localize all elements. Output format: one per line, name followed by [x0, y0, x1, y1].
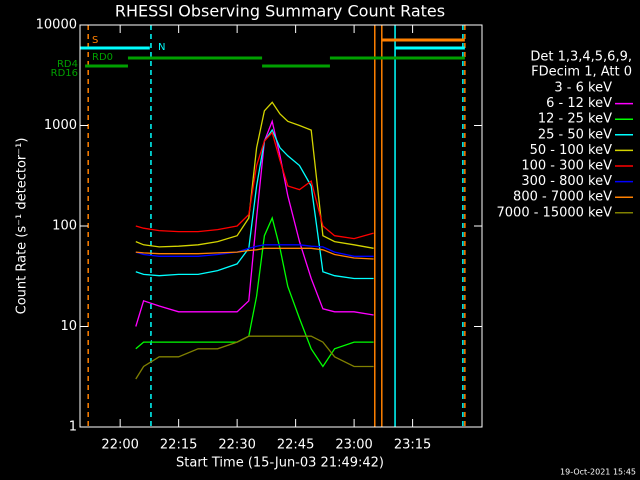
x-axis-label: Start Time (15-Jun-03 21:49:42)	[176, 456, 384, 471]
flag-label: S	[92, 35, 98, 46]
legend-label: 3 - 6 keV	[554, 81, 612, 96]
series-line	[135, 335, 374, 380]
y-tick-label: 1	[69, 420, 77, 435]
legend-label: 100 - 300 keV	[521, 159, 612, 174]
legend-header: Det 1,3,4,5,6,9,	[530, 50, 632, 65]
legend-label: 7000 - 15000 keV	[497, 205, 613, 220]
series-line	[135, 244, 374, 257]
legend-label: 800 - 7000 keV	[513, 190, 612, 205]
legend-header: FDecim 1, Att 0	[531, 65, 632, 80]
x-tick-label: 22:30	[218, 438, 255, 453]
x-tick-label: 22:00	[101, 438, 138, 453]
series-line	[135, 131, 374, 240]
x-tick-label: 23:15	[394, 438, 431, 453]
series-line	[135, 216, 374, 368]
legend-label: 25 - 50 keV	[538, 127, 612, 142]
flag-label: RD0	[92, 52, 113, 63]
x-tick-label: 23:00	[335, 438, 372, 453]
y-tick-label: 100	[52, 219, 77, 234]
legend-label: 6 - 12 keV	[546, 96, 612, 111]
x-tick-label: 22:15	[160, 438, 197, 453]
y-tick-label: 10000	[36, 18, 77, 33]
x-tick-label: 22:45	[277, 438, 314, 453]
flag-label: RD4	[57, 59, 78, 70]
chart-title: RHESSI Observing Summary Count Rates	[115, 2, 445, 21]
series-line	[135, 247, 374, 260]
flag-label: RD16	[51, 68, 78, 79]
y-axis-label: Count Rate (s⁻¹ detector⁻¹)	[15, 138, 30, 315]
legend-label: 12 - 25 keV	[538, 112, 612, 127]
legend-label: 300 - 800 keV	[521, 174, 612, 189]
flag-label: N	[158, 42, 165, 53]
series-line	[135, 101, 374, 249]
y-tick-label: 10	[60, 319, 77, 334]
series-line	[135, 153, 374, 380]
legend-label: 50 - 100 keV	[530, 143, 613, 158]
footer: 19-Oct-2021 15:45	[560, 468, 636, 477]
y-tick-label: 1000	[44, 118, 77, 133]
